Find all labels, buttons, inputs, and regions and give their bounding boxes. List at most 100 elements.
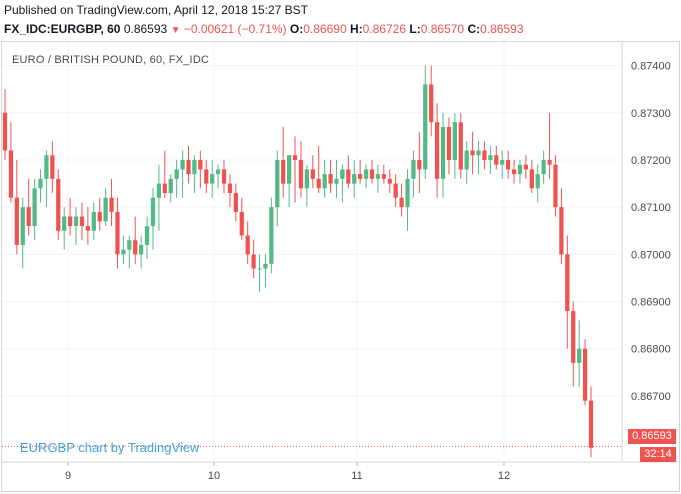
candle-body: [405, 178, 410, 208]
candle-body: [476, 150, 481, 156]
candle-body: [577, 348, 582, 363]
candle-body: [559, 207, 564, 255]
candle-body: [381, 174, 386, 179]
candle-body: [168, 178, 173, 194]
candle-body: [423, 84, 428, 170]
y-tick-label: 0.87300: [631, 108, 671, 120]
candle-body: [506, 159, 511, 170]
candle-body: [192, 159, 197, 175]
candle-body: [14, 197, 19, 245]
candle-body: [387, 178, 392, 184]
candle-body: [115, 211, 120, 255]
quote-line: FX_IDC:EURGBP, 60 0.86593 ▼ −0.00621 (−0…: [4, 22, 524, 38]
candle-body: [547, 159, 552, 165]
candle-body: [334, 178, 339, 184]
candle-body: [44, 155, 49, 179]
candle-body: [38, 178, 43, 189]
last-price: 0.86593: [123, 22, 168, 36]
candle-body: [369, 169, 375, 179]
candle-body: [275, 159, 280, 208]
close-label: C:: [467, 22, 481, 36]
candle-body: [257, 268, 262, 270]
candle-body: [582, 348, 588, 401]
candle-body: [511, 169, 517, 175]
high-label: H:: [349, 22, 363, 36]
candle-body: [470, 150, 475, 156]
down-arrow-icon: ▼: [170, 25, 181, 36]
candle-body: [328, 174, 333, 184]
candle-body: [56, 178, 61, 231]
candle-body: [464, 150, 469, 170]
symbol-label: FX_IDC:EURGBP, 60: [4, 22, 121, 36]
candle-body: [310, 169, 315, 179]
low-value: 0.86570: [420, 22, 465, 36]
candle-body: [67, 216, 73, 227]
candle-body: [186, 159, 191, 175]
pane-title: EURO / BRITISH POUND, 60, FX_IDC: [12, 54, 210, 66]
candle-body: [565, 254, 570, 311]
y-tick-label: 0.86800: [631, 344, 671, 356]
y-tick-label: 0.87200: [631, 155, 671, 167]
low-label: L:: [409, 22, 421, 36]
candle-body: [352, 174, 357, 184]
candle-body: [458, 122, 463, 170]
candle-body: [411, 159, 416, 179]
candle-body: [529, 169, 534, 189]
candle-body: [304, 169, 310, 189]
candle-body: [204, 169, 209, 184]
candle-body: [180, 159, 185, 170]
y-tick-label: 0.87400: [631, 61, 671, 73]
candle-body: [215, 169, 221, 175]
y-tick-label: 0.87000: [631, 249, 671, 261]
chart-frame: [1, 41, 680, 492]
candle-body: [62, 216, 67, 231]
candle-body: [588, 400, 594, 448]
candle-body: [553, 164, 558, 208]
candle-body: [210, 174, 215, 184]
candle-body: [73, 216, 79, 227]
candle-body: [358, 174, 363, 179]
candle-body: [127, 240, 132, 250]
candle-body: [535, 174, 540, 189]
candle-body: [103, 197, 108, 222]
candle-body: [79, 216, 85, 227]
candle-body: [32, 188, 37, 227]
x-tick-label: 10: [208, 470, 220, 482]
candle-body: [571, 310, 576, 363]
x-tick-label: 11: [351, 470, 362, 482]
candle-body: [316, 178, 321, 189]
candle-body: [121, 249, 126, 255]
candle-body: [245, 235, 250, 255]
candle-body: [375, 174, 381, 179]
candle-body: [97, 211, 102, 222]
candle-body: [26, 207, 31, 227]
candle-body: [233, 193, 238, 212]
candle-body: [85, 226, 90, 231]
candle-body: [50, 155, 55, 179]
watermark[interactable]: EURGBP chart by TradingView: [20, 440, 200, 455]
candle-body: [399, 197, 404, 208]
candle-body: [346, 169, 351, 184]
open-value: 0.86690: [303, 22, 347, 36]
x-tick-label: 12: [498, 470, 510, 482]
candle-body: [446, 126, 452, 160]
candle-body: [251, 254, 256, 269]
candle-body: [227, 183, 233, 194]
x-tick-label: 9: [65, 470, 71, 482]
open-label: O:: [289, 22, 304, 36]
candle-body: [440, 126, 446, 179]
candle-body: [517, 164, 523, 175]
candle-body: [488, 155, 493, 160]
candle-body: [263, 263, 268, 269]
y-tick-label: 0.86900: [631, 297, 671, 309]
candle-body: [340, 169, 345, 179]
candle-body: [162, 183, 167, 194]
candle-body: [269, 207, 274, 264]
candle-body: [8, 150, 14, 198]
candle-body: [281, 159, 286, 184]
y-tick-label: 0.87100: [631, 202, 671, 214]
high-value: 0.86726: [362, 22, 407, 36]
candle-body: [286, 155, 292, 184]
candle-body: [109, 197, 114, 212]
